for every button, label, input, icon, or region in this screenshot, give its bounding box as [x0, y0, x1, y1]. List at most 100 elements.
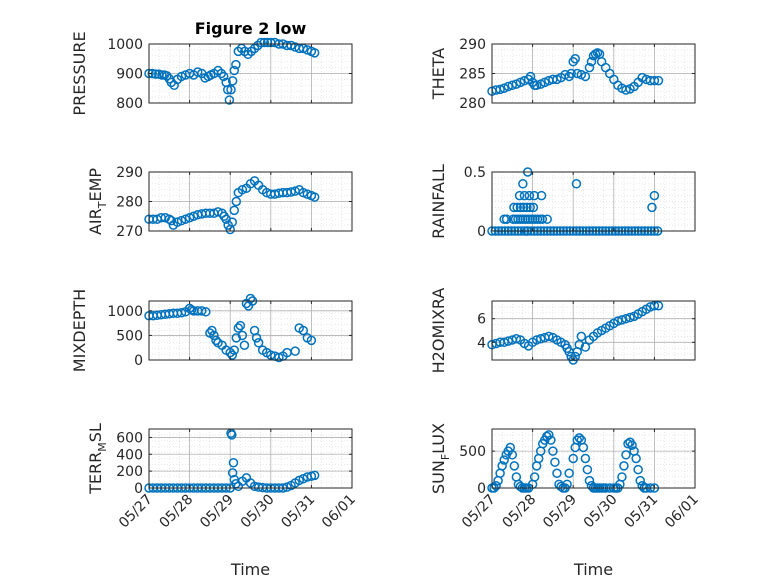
data-point	[572, 435, 583, 445]
data-point	[207, 325, 217, 336]
data-point	[495, 84, 505, 95]
y-tick-label: 280	[116, 195, 143, 211]
x-tick-label: 05/28	[157, 492, 197, 532]
data-point	[512, 202, 522, 213]
x-tick-label: 05/27	[459, 492, 499, 532]
data-points	[144, 37, 320, 105]
data-point	[499, 455, 509, 465]
x-tick-label: 05/27	[116, 492, 156, 532]
data-point	[213, 207, 223, 217]
data-point	[631, 453, 641, 464]
data-point	[150, 69, 161, 79]
data-points	[144, 176, 320, 235]
data-point	[514, 190, 525, 201]
x-tick-label: 05/31	[278, 492, 318, 532]
data-point	[625, 312, 635, 323]
y-tick-label: 0	[477, 224, 486, 240]
panel-pressure: 800 900 1000 PRESSURE Figure 2 low	[70, 19, 353, 116]
y-tick-label: 270	[116, 224, 143, 240]
data-point	[251, 333, 262, 343]
data-point	[633, 464, 643, 475]
data-point	[227, 217, 237, 227]
y-tick-label: 290	[116, 165, 143, 181]
data-point	[623, 439, 633, 449]
axes-frame	[148, 300, 353, 361]
chart-title: Figure 2 low	[195, 19, 307, 38]
data-point	[227, 468, 238, 478]
data-point	[176, 71, 187, 82]
data-point	[162, 71, 172, 81]
data-point	[239, 340, 250, 350]
data-point	[582, 464, 593, 475]
axes-frame	[148, 428, 353, 489]
axes-frame	[491, 428, 696, 489]
y-axis-label-tail: SL	[86, 423, 105, 442]
data-point	[524, 190, 535, 201]
y-tick-label: 0	[477, 481, 486, 497]
data-point	[519, 190, 530, 201]
data-point	[259, 37, 270, 48]
y-axis-label-main: H2OMIXRA	[429, 288, 448, 374]
data-point	[197, 306, 207, 316]
data-point	[522, 202, 532, 213]
data-point	[231, 59, 241, 70]
panel-rainfall: 0 0.5 RAINFALL	[429, 164, 696, 240]
x-tick-label: 05/29	[540, 492, 580, 532]
data-point	[507, 80, 518, 91]
data-point	[227, 350, 237, 360]
data-point	[544, 430, 554, 440]
data-point	[497, 461, 507, 471]
y-axis-label-main: THETA	[429, 48, 448, 100]
data-point	[228, 457, 239, 468]
data-point	[216, 68, 227, 79]
y-tick-label: 600	[116, 430, 143, 446]
axes-frame	[491, 171, 696, 232]
data-point	[231, 333, 242, 343]
data-point	[235, 320, 246, 331]
axes-frame	[491, 300, 696, 361]
data-point	[309, 470, 320, 481]
data-point	[231, 196, 242, 207]
data-point	[201, 307, 211, 317]
data-point	[256, 37, 266, 48]
data-point	[229, 65, 240, 76]
data-point	[571, 179, 582, 189]
data-point	[542, 214, 552, 224]
y-tick-label: 500	[459, 444, 486, 460]
data-point	[290, 346, 300, 356]
panel-air-temp: 270 280 290 AIRTEMP	[86, 165, 353, 240]
data-point	[635, 475, 645, 486]
data-points	[487, 48, 664, 96]
y-axis-label-main: PRESSURE	[70, 31, 89, 115]
y-tick-label: 4	[477, 335, 486, 351]
data-point	[229, 205, 240, 216]
data-point	[172, 217, 183, 227]
data-point	[621, 85, 631, 95]
data-point	[584, 475, 595, 486]
y-tick-label: 200	[116, 464, 143, 480]
x-tick-label: 05/29	[197, 492, 237, 532]
data-point	[619, 461, 629, 471]
data-point	[224, 95, 235, 105]
y-tick-label: 1000	[107, 37, 143, 53]
data-point	[286, 40, 296, 51]
data-point	[621, 450, 631, 460]
data-point	[176, 308, 187, 318]
data-point	[531, 80, 542, 91]
data-point	[218, 71, 229, 82]
data-point	[515, 202, 526, 213]
data-point	[192, 67, 203, 77]
data-point	[226, 84, 236, 95]
x-axis-label: Time	[230, 560, 270, 579]
panel-theta: 280 285 290 THETA	[429, 37, 696, 112]
y-axis-label-tail: EMP	[86, 168, 105, 202]
y-axis-label: SUNFLUX	[429, 423, 452, 494]
data-point	[501, 214, 512, 224]
data-points	[144, 293, 317, 363]
y-tick-label: 1000	[107, 304, 143, 320]
data-point	[509, 461, 520, 471]
data-point	[580, 453, 591, 464]
data-point	[570, 54, 580, 64]
data-point	[184, 212, 195, 223]
data-point	[209, 330, 219, 341]
